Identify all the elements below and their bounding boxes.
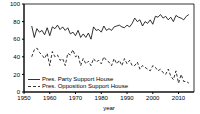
svg-text:2010: 2010	[172, 95, 186, 101]
svg-text:2000: 2000	[146, 95, 160, 101]
svg-text:80: 80	[13, 19, 20, 25]
svg-text:1980: 1980	[95, 95, 109, 101]
svg-text:40: 40	[13, 54, 20, 60]
svg-text:1950: 1950	[17, 95, 31, 101]
svg-text:100: 100	[10, 1, 21, 7]
svg-text:year: year	[103, 105, 115, 111]
svg-text:1970: 1970	[69, 95, 83, 101]
svg-text:20: 20	[13, 72, 20, 78]
html-text:Pres. Opposition Support House: Pres. Opposition Support House	[42, 83, 129, 89]
svg-text:0: 0	[17, 89, 21, 95]
html-text:Pres. Party Support House: Pres. Party Support House	[42, 76, 114, 82]
svg-text:1990: 1990	[120, 95, 134, 101]
svg-text:1960: 1960	[43, 95, 57, 101]
svg-text:60: 60	[13, 36, 20, 42]
